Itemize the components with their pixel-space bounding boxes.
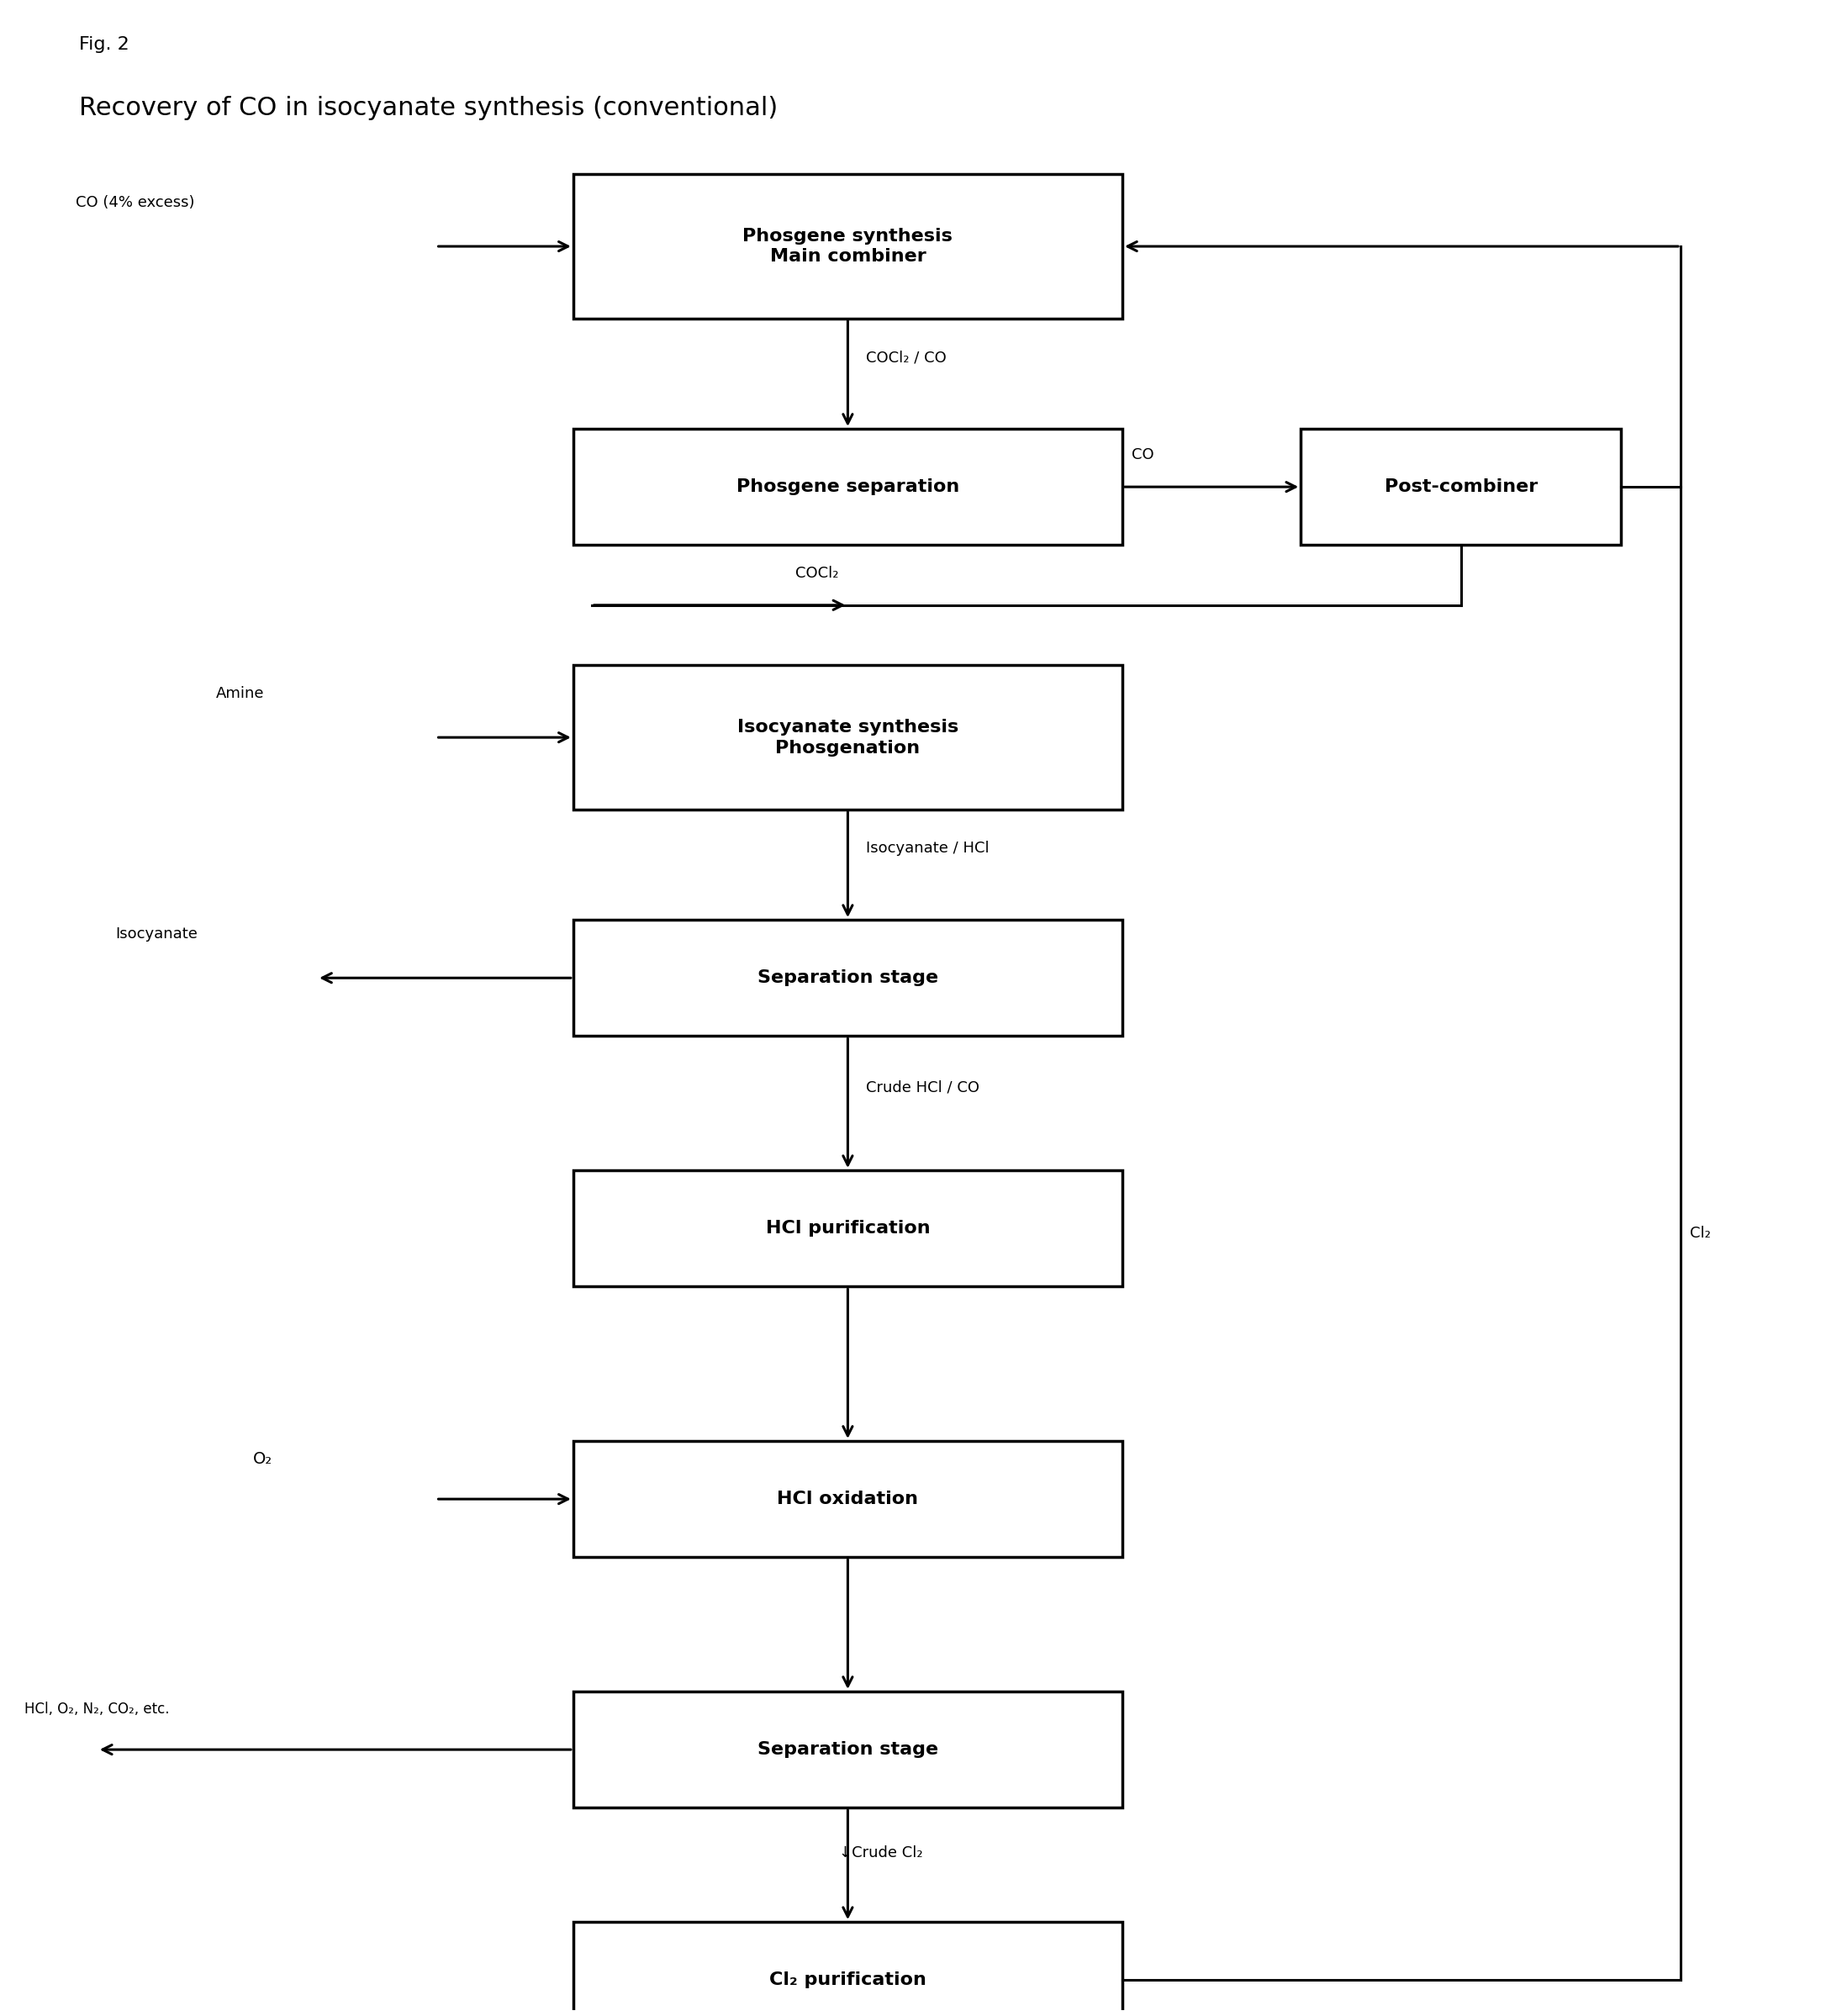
Text: Phosgene separation: Phosgene separation xyxy=(737,478,960,496)
Text: CO: CO xyxy=(1131,448,1153,462)
Text: HCl oxidation: HCl oxidation xyxy=(777,1490,919,1508)
FancyBboxPatch shape xyxy=(573,1921,1122,2016)
Text: COCl₂: COCl₂ xyxy=(796,566,838,581)
FancyBboxPatch shape xyxy=(573,1441,1122,1556)
Text: Separation stage: Separation stage xyxy=(757,1742,938,1758)
Text: Fig. 2: Fig. 2 xyxy=(79,36,129,52)
Text: Isocyanate: Isocyanate xyxy=(116,925,197,941)
FancyBboxPatch shape xyxy=(573,1691,1122,1808)
Text: ↓Crude Cl₂: ↓Crude Cl₂ xyxy=(838,1845,923,1861)
Text: COCl₂ / CO: COCl₂ / CO xyxy=(866,351,947,365)
Text: HCl purification: HCl purification xyxy=(766,1220,930,1238)
FancyBboxPatch shape xyxy=(573,1171,1122,1286)
Text: Separation stage: Separation stage xyxy=(757,970,938,986)
Text: Amine: Amine xyxy=(216,685,265,702)
FancyBboxPatch shape xyxy=(1300,429,1621,544)
Text: O₂: O₂ xyxy=(252,1452,273,1468)
Text: Cl₂ purification: Cl₂ purification xyxy=(770,1972,927,1988)
Text: CO (4% excess): CO (4% excess) xyxy=(76,196,195,210)
FancyBboxPatch shape xyxy=(573,919,1122,1036)
Text: Cl₂: Cl₂ xyxy=(1689,1226,1711,1242)
Text: Isocyanate / HCl: Isocyanate / HCl xyxy=(866,841,989,857)
Text: Isocyanate synthesis
Phosgenation: Isocyanate synthesis Phosgenation xyxy=(737,718,958,756)
Text: Phosgene synthesis
Main combiner: Phosgene synthesis Main combiner xyxy=(742,228,952,266)
FancyBboxPatch shape xyxy=(573,429,1122,544)
FancyBboxPatch shape xyxy=(573,665,1122,810)
Text: Crude HCl / CO: Crude HCl / CO xyxy=(866,1081,980,1095)
Text: HCl, O₂, N₂, CO₂, etc.: HCl, O₂, N₂, CO₂, etc. xyxy=(24,1702,169,1718)
Text: Post-combiner: Post-combiner xyxy=(1385,478,1538,496)
Text: Recovery of CO in isocyanate synthesis (conventional): Recovery of CO in isocyanate synthesis (… xyxy=(79,97,777,121)
FancyBboxPatch shape xyxy=(573,173,1122,319)
